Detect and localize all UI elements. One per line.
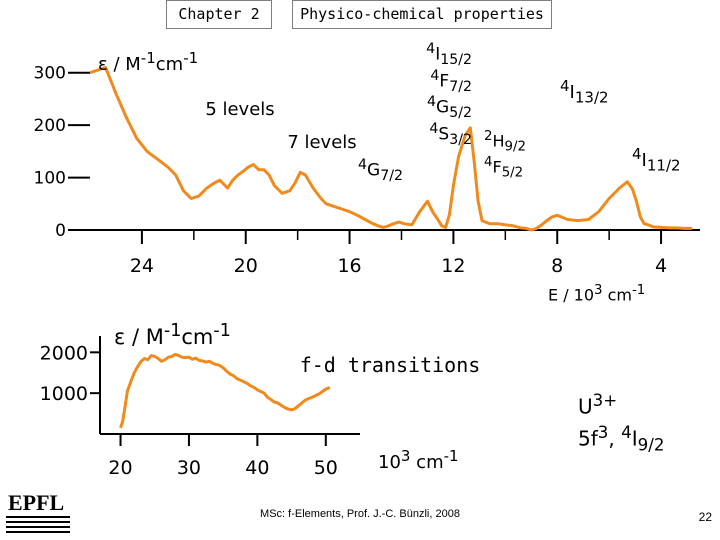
ion-label: U3+: [578, 392, 617, 418]
annotation-f52: 4F5/2: [484, 156, 523, 180]
epfl-logo: EPFL: [6, 490, 70, 533]
ylabel: ε / M-1cm-1: [98, 50, 198, 74]
footer-credit: MSc: f-Elements, Prof. J.-C. Bünzli, 200…: [260, 508, 460, 520]
x-tick-label: 8: [551, 255, 563, 277]
x-tick-label-2: 30: [177, 457, 201, 479]
y-tick-label: 300: [34, 64, 66, 84]
x-tick-label: 16: [337, 255, 361, 277]
slide-title: Physico-chemical properties: [292, 0, 552, 29]
x-tick-label: 12: [441, 255, 465, 277]
y-tick-label: 100: [34, 169, 66, 189]
fd-curve: [119, 352, 331, 429]
x-tick-label-2: 50: [314, 457, 338, 479]
page-number: 22: [698, 510, 712, 524]
y-tick-label: 200: [34, 116, 66, 136]
xlabel: E / 103 cm-1: [548, 284, 645, 304]
annotation-i112: 4I11/2: [632, 146, 681, 174]
annotation-fd-transitions: f-d transitions: [300, 353, 481, 377]
chapter-label: Chapter 2: [166, 0, 272, 29]
annotation-h92: 2H9/2: [484, 130, 526, 154]
x-tick-label: 24: [130, 255, 154, 277]
y-tick-label: 0: [55, 221, 66, 241]
x-tick-label-2: 40: [245, 457, 269, 479]
configuration-label: 5f3, 4I9/2: [578, 424, 664, 454]
logo-text: EPFL: [8, 490, 64, 515]
x-tick-label: 20: [234, 255, 258, 277]
annotation-g72: 4G7/2: [358, 158, 403, 184]
y-tick-label-2: 1000: [40, 383, 88, 405]
absorption-curve: [89, 66, 693, 232]
annotation-i132: 4I13/2: [560, 78, 609, 106]
x-tick-label: 4: [655, 255, 667, 277]
annotation-5-levels: 5 levels: [205, 99, 274, 120]
xlabel-2: 103 cm-1: [378, 448, 459, 472]
x-tick-label-2: 20: [108, 457, 132, 479]
annotation-7-levels: 7 levels: [287, 132, 356, 153]
ylabel-2: ε / M-1cm-1: [114, 322, 231, 349]
y-tick-label-2: 2000: [40, 342, 88, 364]
